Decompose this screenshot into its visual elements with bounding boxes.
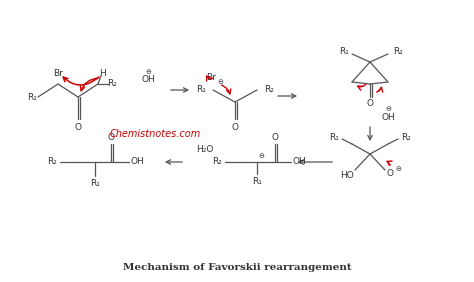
- Text: ⊖: ⊖: [385, 106, 391, 112]
- Text: R₁: R₁: [339, 47, 349, 56]
- Text: H: H: [100, 69, 106, 78]
- Text: ⊖: ⊖: [258, 153, 264, 159]
- Text: H₂O: H₂O: [196, 146, 214, 155]
- Text: O: O: [386, 169, 393, 179]
- Text: O: O: [231, 122, 238, 131]
- Text: R₁: R₁: [196, 85, 206, 94]
- Text: R₁: R₁: [90, 180, 100, 188]
- Text: R₂: R₂: [264, 85, 274, 94]
- Text: R₂: R₂: [401, 133, 411, 142]
- Text: R₂: R₂: [47, 158, 57, 166]
- Text: Mechanism of Favorskii rearrangement: Mechanism of Favorskii rearrangement: [123, 263, 351, 272]
- Text: OH: OH: [292, 158, 306, 166]
- Text: OH: OH: [381, 113, 395, 122]
- Text: Br: Br: [53, 69, 63, 78]
- Text: ⊖: ⊖: [395, 166, 401, 172]
- Text: R₂: R₂: [393, 47, 403, 56]
- Text: O: O: [74, 122, 82, 131]
- Text: R₂: R₂: [107, 80, 117, 89]
- Text: R₁: R₁: [27, 92, 37, 102]
- Text: O: O: [272, 133, 279, 142]
- Text: R₁: R₁: [329, 133, 339, 142]
- Text: ⊖: ⊖: [217, 79, 223, 85]
- Text: HO: HO: [340, 171, 354, 180]
- Text: O: O: [366, 100, 374, 109]
- Text: O: O: [108, 133, 115, 142]
- Text: Br: Br: [206, 74, 216, 83]
- Text: OH: OH: [141, 74, 155, 83]
- Text: Chemistnotes.com: Chemistnotes.com: [109, 129, 201, 139]
- Text: ⊖: ⊖: [145, 69, 151, 75]
- Text: R₂: R₂: [212, 158, 222, 166]
- Text: OH: OH: [130, 158, 144, 166]
- Text: R₁: R₁: [252, 177, 262, 186]
